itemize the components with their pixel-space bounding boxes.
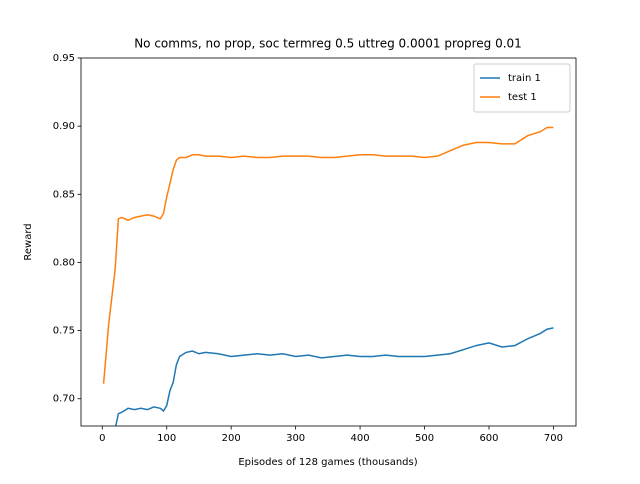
x-tick-label: 700 [544, 433, 563, 444]
series-line [114, 327, 554, 426]
y-axis-label: Reward [23, 223, 34, 260]
plot-area [102, 126, 554, 426]
legend-label: test 1 [508, 92, 537, 103]
legend-label: train 1 [508, 73, 541, 84]
x-tick-label: 400 [351, 433, 370, 444]
x-tick-label: 500 [415, 433, 434, 444]
x-tick-label: 0 [99, 433, 105, 444]
legend-box [473, 63, 571, 113]
chart-title: No comms, no prop, soc termreg 0.5 uttre… [134, 37, 522, 51]
y-tick-label: 0.80 [53, 257, 75, 268]
x-tick-label: 300 [286, 433, 305, 444]
x-axis-label: Episodes of 128 games (thousands) [238, 457, 417, 468]
y-tick-label: 0.85 [53, 189, 75, 200]
y-tick-label: 0.90 [53, 121, 75, 132]
axes-frame [80, 57, 577, 427]
x-tick-label: 200 [222, 433, 241, 444]
y-tick-label: 0.95 [53, 53, 75, 64]
x-tick-label: 100 [157, 433, 176, 444]
y-tick-label: 0.75 [53, 326, 75, 337]
x-tick-label: 600 [479, 433, 498, 444]
y-tick-label: 0.70 [53, 394, 75, 405]
series-line [102, 126, 554, 384]
